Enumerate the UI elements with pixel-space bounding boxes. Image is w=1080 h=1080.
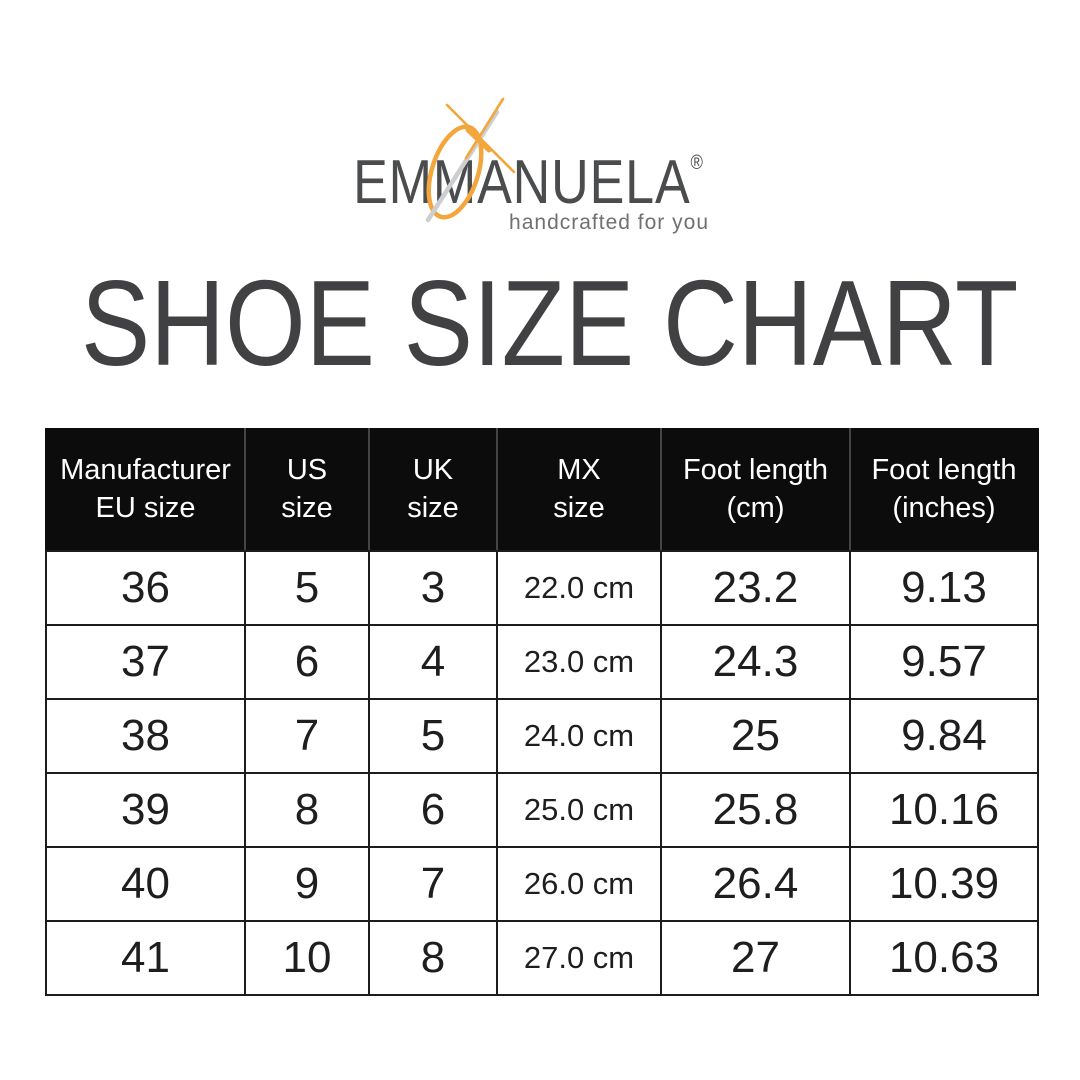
table-cell: 5 [368,698,498,774]
table-cell: 6 [244,624,370,700]
table-row: 39 8 6 25.0 cm 25.8 10.16 [45,772,1039,848]
size-table: Manufacturer EU size US size UK size MX size Foo… [45,428,1039,996]
column-header: Manufacturer EU size [45,428,246,552]
brand-name: EMMANUELA® [74,152,981,214]
table-row: 36 5 3 22.0 cm 23.2 9.13 [45,550,1039,626]
table-cell: 25.0 cm [496,772,662,848]
table-row: 40 9 7 26.0 cm 26.4 10.39 [45,846,1039,922]
table-cell: 10.39 [849,846,1039,922]
table-cell: 7 [244,698,370,774]
size-table-header: Manufacturer EU size US size UK size MX size Foo… [45,428,1039,552]
table-cell: 10.16 [849,772,1039,848]
table-row: 38 7 5 24.0 cm 25 9.84 [45,698,1039,774]
table-cell: 25 [660,698,851,774]
table-cell: 27 [660,920,851,996]
table-cell: 26.0 cm [496,846,662,922]
column-header: Foot length (cm) [660,428,851,552]
table-cell: 39 [45,772,246,848]
table-cell: 6 [368,772,498,848]
table-row: 41 10 8 27.0 cm 27 10.63 [45,920,1039,996]
table-cell: 23.0 cm [496,624,662,700]
registered-trademark-symbol: ® [690,152,703,174]
table-cell: 8 [368,920,498,996]
brand-name-text: EMMANUELA [353,148,691,217]
table-cell: 37 [45,624,246,700]
column-header: MX size [496,428,662,552]
table-cell: 26.4 [660,846,851,922]
table-cell: 27.0 cm [496,920,662,996]
column-header: US size [244,428,370,552]
table-cell: 24.3 [660,624,851,700]
table-cell: 4 [368,624,498,700]
table-cell: 36 [45,550,246,626]
table-cell: 10.63 [849,920,1039,996]
size-table-body: 36 5 3 22.0 cm 23.2 9.13 37 6 4 23.0 cm 24.3 9.57 38… [45,550,1039,996]
brand-logo: EMMANUELA® handcrafted for you [0,0,1080,260]
table-cell: 8 [244,772,370,848]
column-header: UK size [368,428,498,552]
size-table-header-row: Manufacturer EU size US size UK size MX size Foo… [45,428,1039,552]
table-cell: 24.0 cm [496,698,662,774]
table-cell: 7 [368,846,498,922]
table-cell: 3 [368,550,498,626]
table-cell: 23.2 [660,550,851,626]
table-cell: 5 [244,550,370,626]
table-cell: 9 [244,846,370,922]
page-title: SHOE SIZE CHART [81,255,1019,391]
table-cell: 25.8 [660,772,851,848]
table-cell: 9.13 [849,550,1039,626]
table-row: 37 6 4 23.0 cm 24.3 9.57 [45,624,1039,700]
brand-tagline: handcrafted for you [509,211,709,234]
column-header: Foot length (inches) [849,428,1039,552]
table-cell: 38 [45,698,246,774]
table-cell: 22.0 cm [496,550,662,626]
table-cell: 10 [244,920,370,996]
table-cell: 9.84 [849,698,1039,774]
table-cell: 41 [45,920,246,996]
table-cell: 9.57 [849,624,1039,700]
table-cell: 40 [45,846,246,922]
